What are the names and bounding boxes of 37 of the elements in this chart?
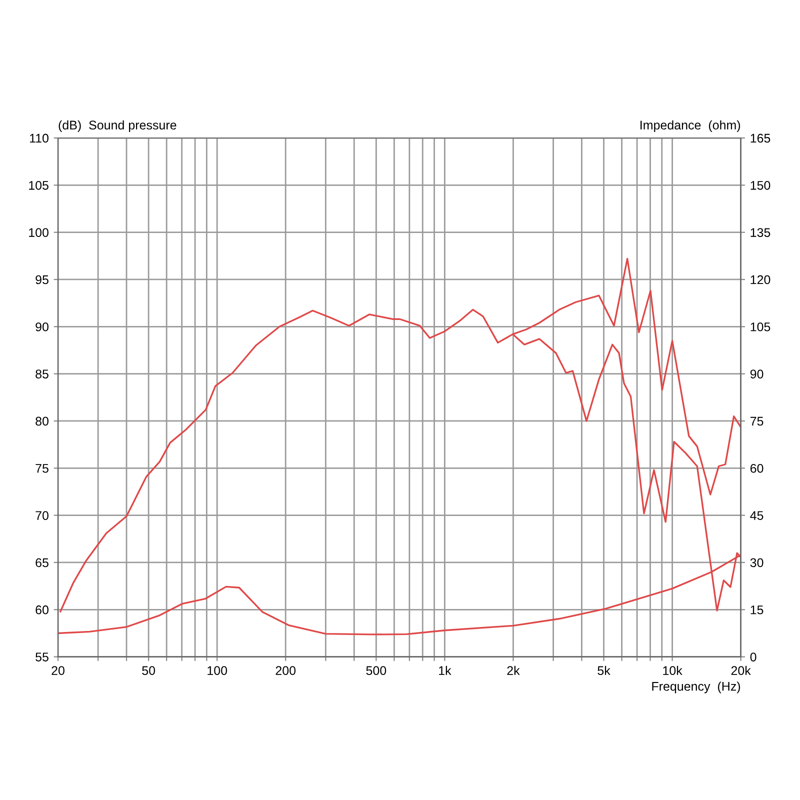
- y-tick-label: 90: [36, 322, 48, 332]
- x-tick-label: 1k: [439, 666, 452, 675]
- y2-axis-title: Impedance (ohm): [640, 120, 740, 132]
- y-tick-label: 110: [30, 134, 48, 143]
- y2-tick-label: 0: [750, 652, 756, 662]
- y-tick-label: 85: [36, 370, 48, 378]
- y2-tick-label: 45: [750, 511, 764, 520]
- y-tick-label: 105: [29, 180, 48, 190]
- y-tick-label: 75: [36, 464, 48, 473]
- y-tick-label: 80: [36, 416, 48, 426]
- y2-tick-label: 120: [750, 275, 770, 284]
- y2-tick-label: 15: [750, 606, 764, 614]
- y2-tick-label: 90: [750, 370, 764, 378]
- y2-tick-label: 75: [750, 416, 764, 426]
- y2-tick-label: 105: [750, 322, 770, 332]
- y2-tick-label: 165: [750, 134, 770, 143]
- x-tick-label: 20k: [731, 666, 751, 676]
- y-axis-title: (dB) Sound pressure: [58, 120, 176, 132]
- y-tick-label: 55: [36, 652, 48, 662]
- x-tick-label: 500: [366, 666, 386, 676]
- y-tick-label: 70: [36, 511, 48, 520]
- x-tick-label: 2k: [507, 666, 520, 675]
- x-tick-label: 10k: [663, 666, 682, 676]
- y2-tick-label: 150: [750, 180, 770, 190]
- y2-tick-label: 135: [750, 228, 770, 237]
- y-tick-label: 65: [36, 558, 48, 568]
- x-tick-label: 50: [142, 666, 156, 676]
- x-tick-label: 20: [52, 666, 64, 676]
- y-tick-label: 100: [29, 228, 48, 237]
- y-tick-label: 95: [36, 275, 48, 284]
- y2-tick-label: 60: [750, 464, 764, 473]
- y-tick-label: 60: [36, 605, 48, 614]
- x-tick-label: 200: [276, 666, 296, 676]
- x-tick-label: 100: [208, 666, 228, 676]
- x-tick-label: 5k: [598, 666, 610, 676]
- y2-tick-label: 30: [750, 558, 764, 568]
- x-axis-title: Frequency (Hz): [652, 682, 740, 694]
